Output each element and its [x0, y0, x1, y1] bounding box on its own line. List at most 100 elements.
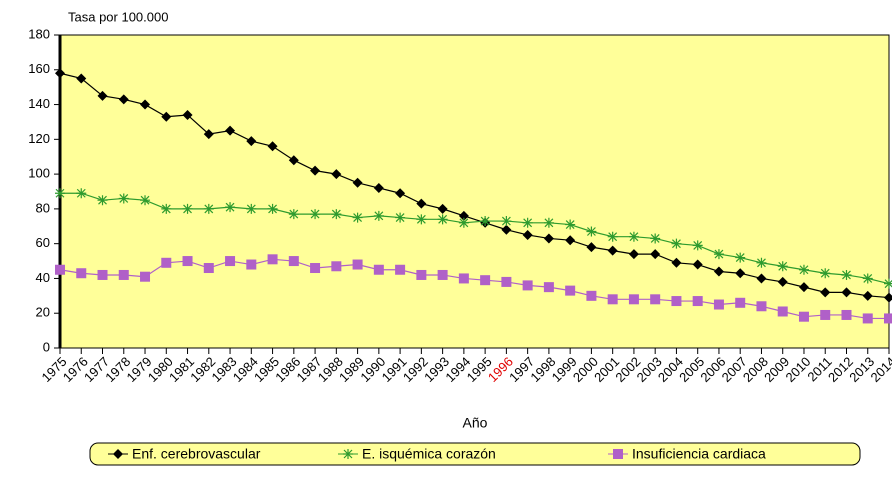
marker	[628, 294, 639, 305]
y-tick-label: 80	[36, 200, 50, 215]
marker	[628, 249, 639, 260]
marker	[182, 203, 193, 214]
marker	[288, 256, 299, 267]
marker	[650, 249, 661, 260]
marker	[267, 254, 278, 265]
marker	[118, 193, 129, 204]
marker	[607, 245, 618, 256]
marker	[798, 311, 809, 322]
marker	[55, 188, 65, 199]
marker	[671, 238, 682, 249]
marker	[140, 99, 151, 110]
marker	[331, 169, 342, 180]
marker	[97, 90, 108, 101]
marker	[713, 266, 724, 277]
marker	[55, 68, 65, 79]
marker	[820, 268, 831, 279]
marker	[884, 278, 892, 289]
marker	[841, 269, 852, 280]
marker	[586, 242, 597, 253]
marker	[288, 155, 299, 166]
marker	[798, 264, 809, 275]
marker	[522, 229, 533, 240]
marker	[522, 217, 533, 228]
marker	[310, 165, 321, 176]
marker	[884, 292, 892, 303]
marker	[118, 269, 129, 280]
marker	[373, 183, 384, 194]
marker	[501, 224, 512, 235]
marker	[246, 136, 257, 147]
marker	[713, 249, 724, 260]
marker	[416, 269, 427, 280]
marker	[565, 219, 576, 230]
marker	[543, 282, 554, 293]
marker	[607, 231, 618, 242]
marker	[777, 306, 788, 317]
marker	[267, 141, 278, 152]
marker	[203, 263, 214, 274]
marker	[395, 212, 406, 223]
marker	[501, 276, 512, 287]
marker	[777, 261, 788, 272]
marker	[225, 202, 236, 213]
marker	[437, 269, 448, 280]
marker	[373, 210, 384, 221]
marker	[650, 294, 661, 305]
marker	[225, 256, 236, 267]
marker	[756, 301, 767, 312]
marker	[113, 449, 123, 459]
marker	[331, 261, 342, 272]
y-tick-label: 40	[36, 270, 50, 285]
marker	[458, 217, 469, 228]
marker	[862, 273, 873, 284]
marker	[671, 257, 682, 268]
marker	[735, 297, 746, 308]
marker	[246, 203, 257, 214]
marker	[586, 290, 597, 301]
marker	[76, 188, 87, 199]
y-axis-title: Tasa por 100.000	[68, 9, 168, 24]
marker	[161, 203, 172, 214]
marker	[331, 209, 342, 220]
marker	[671, 296, 682, 307]
marker	[480, 275, 491, 286]
marker	[692, 259, 703, 270]
marker	[288, 209, 299, 220]
marker	[650, 233, 661, 244]
marker	[522, 280, 533, 291]
series-line	[59, 72, 890, 299]
marker	[97, 195, 108, 206]
marker	[756, 273, 767, 284]
marker	[55, 264, 65, 275]
marker	[841, 309, 852, 320]
marker	[565, 285, 576, 296]
marker	[565, 235, 576, 246]
marker	[76, 268, 87, 279]
legend-label: Insuficiencia cardiaca	[632, 446, 766, 462]
y-tick-label: 0	[43, 339, 50, 354]
series-line	[60, 192, 890, 285]
marker	[501, 216, 512, 227]
marker	[862, 313, 873, 324]
marker	[480, 216, 491, 227]
marker	[458, 273, 469, 284]
marker	[182, 109, 193, 120]
marker	[820, 287, 831, 298]
marker	[586, 226, 597, 237]
series-line	[59, 258, 889, 320]
marker	[225, 125, 236, 136]
y-tick-label: 180	[28, 26, 50, 41]
marker	[267, 203, 278, 214]
marker	[458, 210, 469, 221]
marker	[862, 290, 873, 301]
marker	[543, 217, 554, 228]
marker	[692, 240, 703, 251]
marker	[161, 111, 172, 122]
marker	[841, 287, 852, 298]
y-tick-label: 160	[28, 61, 50, 76]
marker	[628, 231, 639, 242]
y-tick-label: 120	[28, 131, 50, 146]
marker	[735, 268, 746, 279]
